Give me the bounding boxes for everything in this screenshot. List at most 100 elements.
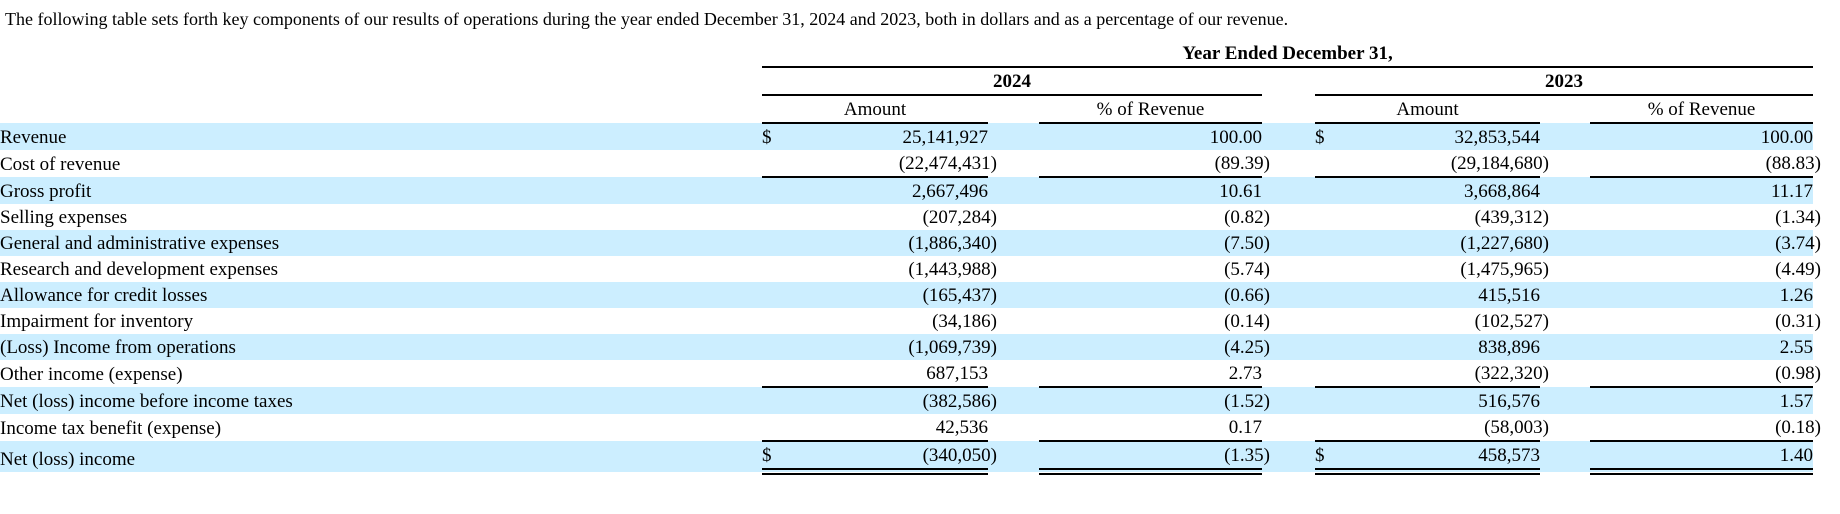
pct-of-revenue-2023: (1.34) — [1590, 204, 1821, 230]
dollar-sign-2024 — [762, 150, 792, 178]
amount-2024-value: (207,284) — [922, 207, 997, 228]
table-title-row: Year Ended December 31, — [0, 40, 1814, 68]
dollar-sign-2023 — [1315, 150, 1345, 178]
amount-2023-value: 458,573 — [1478, 445, 1540, 466]
amount-2023-value: (1,227,680) — [1460, 233, 1549, 254]
amount-2023-value: (102,527) — [1474, 311, 1549, 332]
amount-2024: (22,474,431) — [792, 150, 997, 178]
amount-2023: (58,003) — [1345, 414, 1549, 442]
pct-of-revenue-2024-value: (0.82) — [1224, 207, 1270, 228]
amount-2024-value: (1,443,988) — [908, 259, 997, 280]
amount-2024-value: (165,437) — [922, 285, 997, 306]
results-of-operations-table: Year Ended December 31, 2024 2023 Amount… — [0, 40, 1821, 475]
pct-of-revenue-2023: (0.98) — [1590, 360, 1821, 388]
table-row: Other income (expense) 687,153 2.73 (322,32… — [0, 360, 1821, 388]
pct-of-revenue-2024: (0.14) — [1039, 308, 1270, 334]
pct-of-revenue-2023-value: (3.74) — [1775, 233, 1822, 254]
amount-2023-value: 516,576 — [1478, 391, 1540, 412]
amount-2023: 516,576 — [1345, 387, 1540, 414]
row-label: Net (loss) income — [0, 441, 762, 472]
table-row: Allowance for credit losses (165,437) (0.6… — [0, 282, 1814, 308]
pct-of-revenue-2024-value: 10.61 — [1219, 181, 1262, 202]
pct-of-revenue-2024-value: (5.74) — [1224, 259, 1270, 280]
pct-of-revenue-2024: 10.61 — [1039, 177, 1262, 204]
spacer-cell — [1262, 414, 1315, 441]
amount-2023-value: (29,184,680) — [1450, 153, 1549, 174]
pct-of-revenue-2023-value: (0.18) — [1775, 417, 1822, 438]
amount-2024: (1,069,739) — [792, 334, 997, 360]
pct-of-revenue-2023-value: 1.26 — [1779, 285, 1814, 306]
spacer-cell — [988, 360, 1039, 387]
row-label-value: Cost of revenue — [0, 154, 121, 175]
dollar-sign-2023: $ — [1315, 441, 1345, 475]
spacer-cell — [988, 414, 1039, 441]
dollar-sign-2023 — [1315, 177, 1345, 204]
table-row: General and administrative expenses (1,88… — [0, 230, 1821, 256]
amount-header-2023: Amount — [1315, 95, 1540, 124]
row-label-value: Revenue — [0, 127, 67, 148]
pct-of-revenue-2024-value: 100.00 — [1209, 127, 1262, 148]
amount-2023-value: 838,896 — [1478, 337, 1540, 358]
pct-of-revenue-2024-value: (89.39) — [1214, 153, 1270, 174]
spacer-cell — [1262, 123, 1315, 150]
table-row: Revenue $25,141,927 100.00 $32,853,544 100.0… — [0, 123, 1814, 150]
dollar-sign-2024 — [762, 360, 792, 388]
pct-of-revenue-2023-value: 11.17 — [1770, 181, 1814, 202]
table-row: Impairment for inventory (34,186) (0.14) (1… — [0, 308, 1821, 334]
amount-2023: (102,527) — [1345, 308, 1549, 334]
dollar-sign-2023-value: $ — [1315, 445, 1325, 466]
pct-of-revenue-header-2024: % of Revenue — [1039, 95, 1262, 124]
spacer-cell — [1540, 334, 1590, 360]
amount-2024: 25,141,927 — [792, 123, 989, 150]
row-label-value: Gross profit — [0, 181, 92, 202]
amount-2024-value: 42,536 — [935, 417, 988, 438]
dollar-sign-2023-value: $ — [1315, 127, 1325, 148]
pct-of-revenue-2023: 1.26 — [1590, 282, 1813, 308]
dollar-sign-2023 — [1315, 204, 1345, 230]
pct-of-revenue-2023-value: 1.40 — [1779, 445, 1814, 466]
table-row: (Loss) Income from operations (1,069,739)… — [0, 334, 1814, 360]
dollar-sign-2023 — [1315, 282, 1345, 308]
amount-2023: 3,668,864 — [1345, 177, 1540, 204]
row-label: Other income (expense) — [0, 360, 762, 387]
dollar-sign-2024 — [762, 334, 792, 360]
pct-of-revenue-2024: 2.73 — [1039, 360, 1262, 388]
dollar-sign-2024 — [762, 256, 792, 282]
dollar-sign-2024 — [762, 282, 792, 308]
row-label: Net (loss) income before income taxes — [0, 387, 762, 414]
row-label-value: Allowance for credit losses — [0, 285, 208, 306]
dollar-sign-2023 — [1315, 256, 1345, 282]
amount-2023-value: (439,312) — [1474, 207, 1549, 228]
pct-of-revenue-2023: 1.57 — [1590, 387, 1813, 414]
dollar-sign-2024 — [762, 387, 792, 414]
amount-2024-value: 687,153 — [926, 363, 988, 384]
pct-of-revenue-2024-value: (1.35) — [1224, 445, 1270, 466]
pct-of-revenue-2023-value: 100.00 — [1760, 127, 1814, 148]
row-label: Impairment for inventory — [0, 308, 762, 334]
table-row: Gross profit 2,667,496 10.61 3,668,864 11.17 — [0, 177, 1814, 204]
dollar-sign-2023 — [1315, 387, 1345, 414]
amount-2024-value: (1,069,739) — [908, 337, 997, 358]
amount-2023: 415,516 — [1345, 282, 1540, 308]
spacer-cell — [1540, 441, 1590, 472]
pct-of-revenue-2024: (7.50) — [1039, 230, 1270, 256]
amount-2024: (382,586) — [792, 387, 997, 414]
pct-of-revenue-2023: (0.18) — [1590, 414, 1821, 442]
pct-of-revenue-2023-value: (0.98) — [1775, 363, 1822, 384]
row-label-value: General and administrative expenses — [0, 233, 280, 254]
amount-2024: (207,284) — [792, 204, 997, 230]
dollar-sign-2023 — [1315, 230, 1345, 256]
spacer-cell — [1262, 360, 1315, 387]
pct-of-revenue-2024: (5.74) — [1039, 256, 1270, 282]
pct-of-revenue-2024: (1.52) — [1039, 387, 1270, 414]
row-label-value: Net (loss) income — [0, 448, 136, 470]
pct-of-revenue-2024: (4.25) — [1039, 334, 1270, 360]
row-label-value: (Loss) Income from operations — [0, 337, 236, 358]
dollar-sign-2023 — [1315, 308, 1345, 334]
row-label: Cost of revenue — [0, 150, 762, 177]
pct-of-revenue-2023: 100.00 — [1590, 123, 1813, 150]
table-row: Net (loss) income $ (340,050) (1.35) $458,57… — [0, 441, 1814, 475]
dollar-sign-2023 — [1315, 414, 1345, 442]
pct-of-revenue-2024-value: 2.73 — [1228, 363, 1262, 384]
amount-2024: 42,536 — [792, 414, 988, 442]
